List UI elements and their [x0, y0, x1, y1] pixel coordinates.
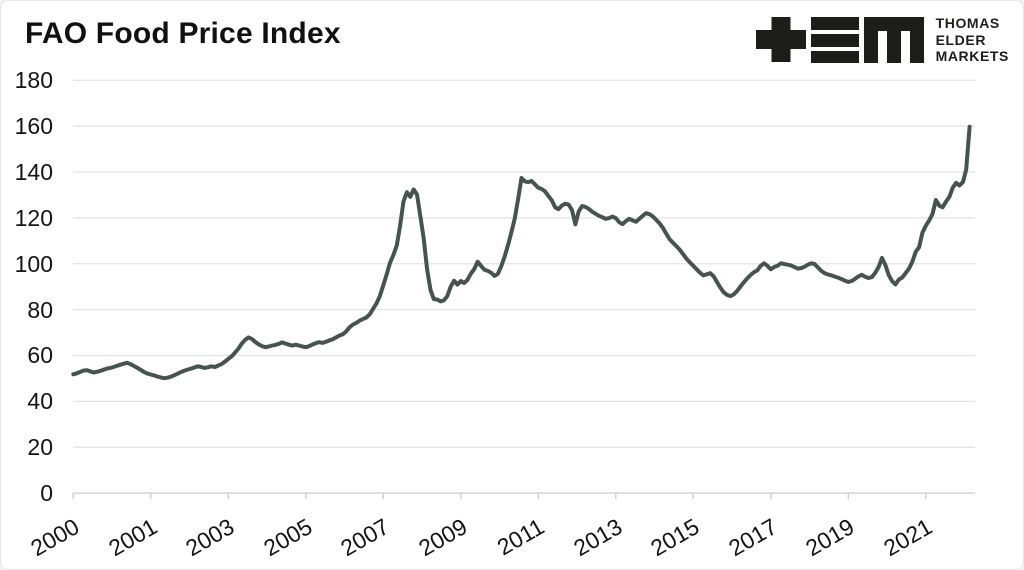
tem-logo-mark — [755, 16, 924, 64]
y-tick-label: 80 — [27, 296, 53, 323]
y-tick-label: 20 — [27, 434, 53, 461]
y-tick-label: 140 — [14, 159, 53, 185]
y-tick-label: 120 — [14, 204, 53, 231]
m-block-icon — [863, 16, 924, 64]
tem-logo: THOMAS ELDER MARKETS — [755, 15, 1009, 65]
logo-line-1: THOMAS — [935, 15, 1000, 31]
y-tick-label: 40 — [27, 388, 53, 415]
fao-food-price-index-line — [71, 124, 972, 381]
tem-logo-text: THOMAS ELDER MARKETS — [936, 15, 1009, 65]
triple-bar-icon — [810, 16, 859, 64]
logo-line-3: MARKETS — [935, 48, 1009, 64]
logo-line-2: ELDER — [935, 31, 987, 48]
plus-icon — [755, 16, 806, 63]
y-tick-label: 180 — [14, 67, 53, 94]
y-tick-label: 60 — [27, 342, 53, 369]
y-tick-label: 160 — [14, 113, 53, 140]
chart-title: FAO Food Price Index — [25, 17, 341, 50]
y-tick-label: 100 — [14, 250, 53, 277]
y-tick-label: 0 — [40, 480, 53, 507]
